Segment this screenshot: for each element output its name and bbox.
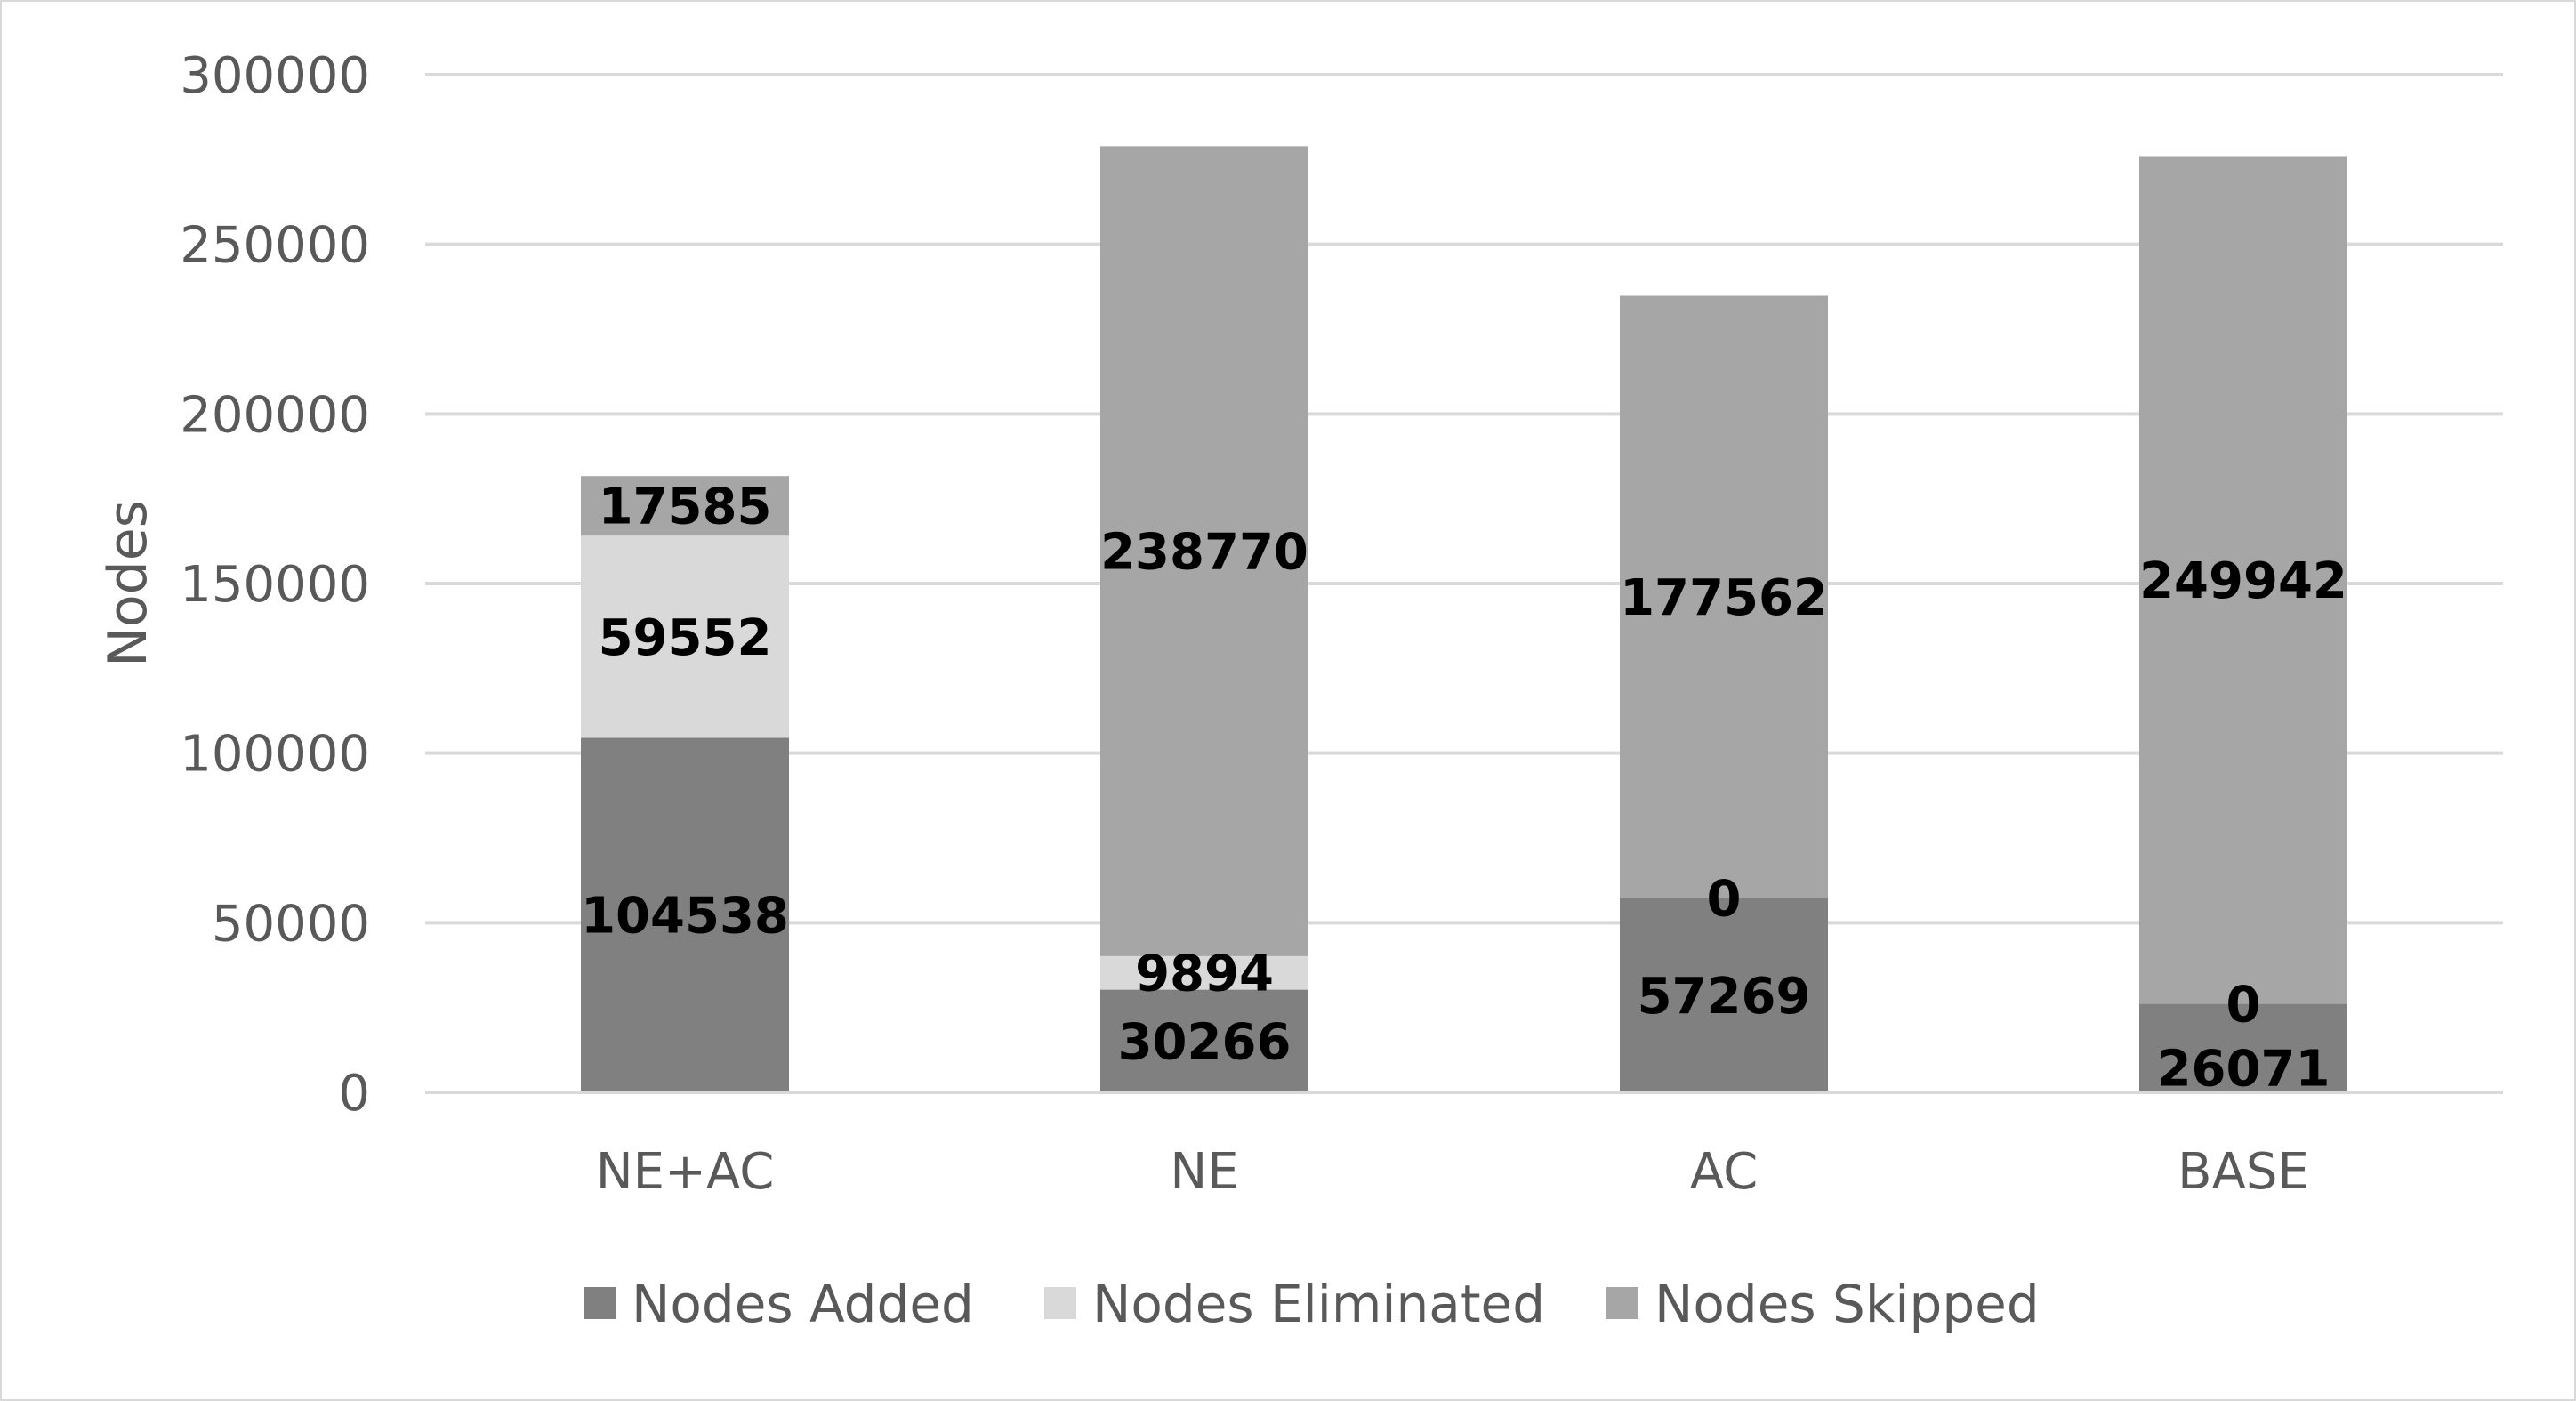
y-axis-title: Nodes — [97, 500, 159, 667]
bar-segment — [581, 476, 789, 536]
legend-swatch — [1606, 1287, 1638, 1319]
x-tick-label: BASE — [2178, 1143, 2309, 1201]
x-tick-label: NE+AC — [596, 1143, 775, 1201]
bars — [581, 146, 2347, 1092]
bar-segment — [581, 535, 789, 738]
data-labels: 104538 59552 17585 30266 9894 238770 57269 0 177… — [581, 479, 2347, 1099]
data-label: 249942 — [2139, 552, 2347, 610]
bar-segment — [2139, 1003, 2347, 1092]
legend-label: Nodes Skipped — [1654, 1274, 2040, 1334]
x-axis-ticks: NE+AC NE AC BASE — [596, 1143, 2309, 1201]
bar-segment — [1620, 295, 1828, 898]
legend-swatch — [584, 1287, 616, 1319]
data-label: 238770 — [1100, 524, 1308, 582]
data-label: 104538 — [581, 888, 789, 946]
y-tick-label: 50000 — [212, 895, 370, 953]
bar-segment — [2139, 156, 2347, 1004]
y-tick-label: 250000 — [180, 217, 370, 275]
data-label: 59552 — [599, 609, 772, 667]
legend: Nodes Added Nodes Eliminated Nodes Skipped — [584, 1274, 2040, 1334]
bar-segment — [1620, 898, 1828, 1092]
bar-segment — [1100, 146, 1308, 956]
x-tick-label: AC — [1690, 1143, 1758, 1201]
data-label: 30266 — [1118, 1013, 1292, 1071]
x-tick-label: NE — [1170, 1143, 1238, 1201]
y-axis-ticks: 0 50000 100000 150000 200000 250000 300000 — [180, 47, 370, 1123]
legend-label: Nodes Added — [632, 1274, 974, 1334]
y-tick-label: 150000 — [180, 556, 370, 614]
data-label: 17585 — [599, 479, 772, 536]
data-label: 0 — [2226, 977, 2261, 1035]
y-tick-label: 300000 — [180, 47, 370, 105]
legend-label: Nodes Eliminated — [1092, 1274, 1545, 1334]
bar-segment — [1100, 955, 1308, 990]
data-label: 0 — [1707, 871, 1742, 929]
bar-segment — [581, 737, 789, 1092]
bar-segment — [1100, 989, 1308, 1092]
y-tick-label: 0 — [338, 1065, 370, 1123]
y-tick-label: 200000 — [180, 386, 370, 444]
legend-swatch — [1044, 1287, 1076, 1319]
data-label: 57269 — [1638, 968, 1811, 1026]
data-label: 177562 — [1620, 569, 1828, 627]
data-label: 26071 — [2157, 1041, 2330, 1099]
y-tick-label: 100000 — [180, 726, 370, 784]
data-label: 9894 — [1135, 946, 1274, 1003]
